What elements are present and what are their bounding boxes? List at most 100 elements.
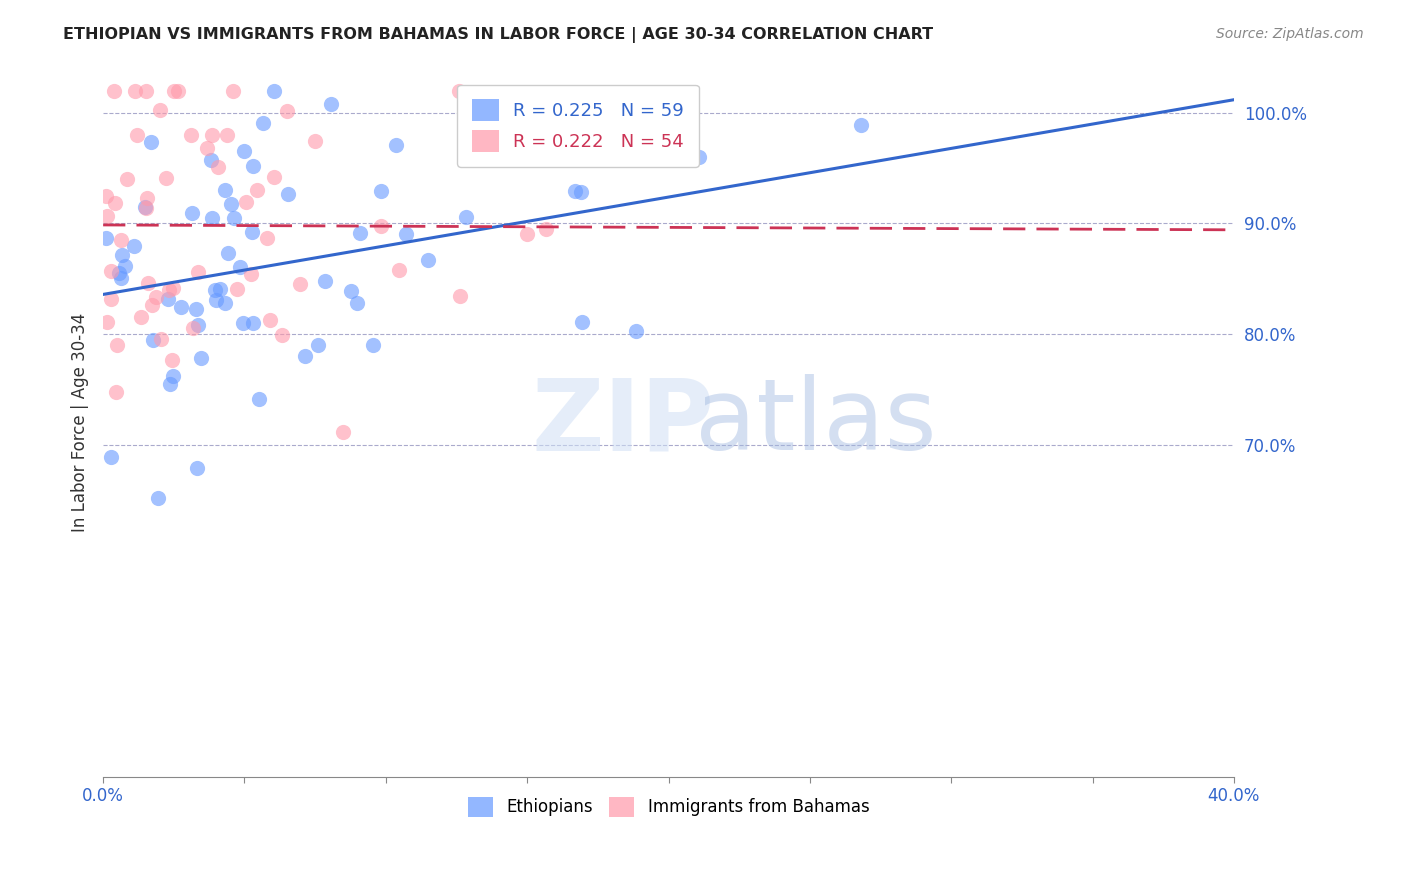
Point [370, 219, 392, 234]
Point [418, 253, 440, 268]
Point [181, 206, 204, 220]
Point [205, 293, 228, 307]
Point [136, 276, 159, 290]
Point [277, 187, 299, 202]
Point [252, 115, 274, 129]
Point [226, 282, 249, 296]
Text: Source: ZipAtlas.com: Source: ZipAtlas.com [1216, 27, 1364, 41]
Point [349, 226, 371, 240]
Point [217, 246, 239, 260]
Point [111, 248, 134, 262]
Point [190, 351, 212, 366]
Point [387, 262, 409, 277]
Point [162, 368, 184, 383]
Point [314, 274, 336, 288]
Text: ETHIOPIAN VS IMMIGRANTS FROM BAHAMAS IN LABOR FORCE | AGE 30-34 CORRELATION CHAR: ETHIOPIAN VS IMMIGRANTS FROM BAHAMAS IN … [63, 27, 934, 43]
Point [129, 310, 152, 324]
Point [247, 392, 270, 406]
Point [159, 376, 181, 391]
Point [332, 425, 354, 439]
Text: ZIP: ZIP [531, 374, 714, 471]
Point [271, 328, 294, 343]
Point [516, 227, 538, 241]
Point [108, 266, 131, 280]
Point [688, 150, 710, 164]
Point [141, 135, 163, 149]
Point [166, 84, 188, 98]
Point [169, 300, 191, 314]
Point [564, 184, 586, 198]
Point [103, 84, 125, 98]
Point [256, 230, 278, 244]
Point [134, 200, 156, 214]
Point [624, 324, 647, 338]
Point [276, 104, 298, 119]
Point [346, 296, 368, 310]
Point [201, 128, 224, 142]
Point [187, 318, 209, 332]
Point [222, 84, 245, 98]
Point [94, 189, 117, 203]
Point [263, 84, 285, 98]
Point [232, 144, 254, 158]
Point [449, 289, 471, 303]
Point [449, 84, 471, 98]
Point [149, 103, 172, 118]
Point [232, 316, 254, 330]
Point [204, 283, 226, 297]
Point [307, 337, 329, 351]
Point [201, 211, 224, 226]
Point [571, 315, 593, 329]
Point [187, 265, 209, 279]
Point [319, 96, 342, 111]
Point [96, 231, 118, 245]
Point [110, 270, 132, 285]
Point [228, 260, 250, 275]
Point [104, 384, 127, 399]
Point [157, 284, 180, 298]
Point [242, 225, 264, 239]
Point [200, 153, 222, 168]
Point [339, 284, 361, 298]
Point [304, 134, 326, 148]
Point [215, 128, 238, 142]
Point [135, 201, 157, 215]
Point [207, 160, 229, 174]
Point [240, 268, 263, 282]
Point [114, 259, 136, 273]
Point [235, 195, 257, 210]
Point [142, 333, 165, 347]
Point [242, 159, 264, 173]
Point [454, 210, 477, 224]
Point [100, 264, 122, 278]
Point [209, 282, 232, 296]
Point [195, 141, 218, 155]
Point [150, 332, 173, 346]
Point [100, 450, 122, 465]
Point [145, 290, 167, 304]
Point [569, 186, 592, 200]
Point [219, 196, 242, 211]
Point [394, 227, 416, 242]
Point [100, 293, 122, 307]
Point [184, 301, 207, 316]
Point [136, 190, 159, 204]
Point [162, 280, 184, 294]
Point [124, 84, 146, 98]
Point [534, 222, 557, 236]
Point [259, 313, 281, 327]
Point [141, 297, 163, 311]
Point [186, 461, 208, 475]
Point [224, 211, 246, 226]
Point [105, 338, 128, 352]
Point [384, 138, 406, 153]
Point [125, 128, 148, 142]
Point [246, 183, 269, 197]
Point [294, 349, 316, 363]
Legend: Ethiopians, Immigrants from Bahamas: Ethiopians, Immigrants from Bahamas [460, 789, 877, 825]
Point [288, 277, 311, 291]
Point [370, 184, 392, 198]
Point [214, 183, 236, 197]
Point [849, 118, 872, 132]
Point [181, 321, 204, 335]
